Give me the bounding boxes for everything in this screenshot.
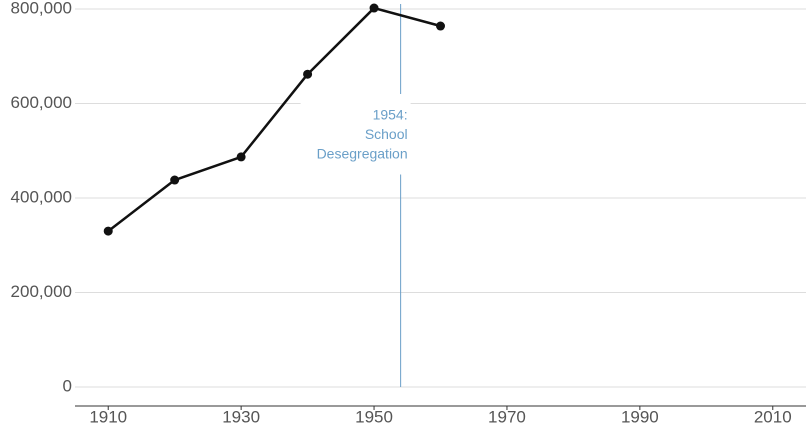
x-tick-label: 1990 <box>621 407 659 426</box>
x-tick-label: 1930 <box>222 407 260 426</box>
point <box>436 21 445 31</box>
x-tick-label: 1950 <box>355 407 393 426</box>
y-tick-label: 800,000 <box>11 0 72 17</box>
point <box>236 152 246 162</box>
x-tick-label: 2010 <box>754 407 792 426</box>
line <box>107 6 441 233</box>
point <box>303 69 313 79</box>
annotation-background <box>300 94 411 175</box>
y-tick-label: 200,000 <box>11 282 72 301</box>
annotation-text: 1954: <box>373 107 408 123</box>
y-tick-label: 0 <box>63 376 72 395</box>
y-tick-label: 400,000 <box>11 187 72 206</box>
x-tick-label: 1910 <box>89 407 127 426</box>
y-tick-label: 600,000 <box>11 93 72 112</box>
point <box>369 3 379 13</box>
point <box>170 175 180 185</box>
x-tick-label: 1970 <box>488 407 526 426</box>
point <box>103 226 113 236</box>
annotation-text: Desegregation <box>317 146 408 162</box>
annotation-text: School <box>365 126 408 142</box>
